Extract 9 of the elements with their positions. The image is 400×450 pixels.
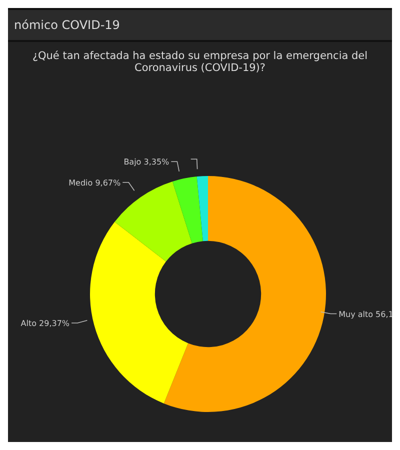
chart-subtitle: ¿Qué tan afectada ha estado su empresa por la emergencia del Coronavirus (COVID-19)?: [31, 50, 369, 74]
chart-title: nómico COVID-19: [8, 8, 392, 42]
donut-slice: [90, 222, 188, 404]
donut-slice: [196, 176, 208, 242]
slice-label: Bajo 3,35%: [124, 158, 170, 167]
donut-slice: [172, 176, 203, 244]
slice-label: Alto 29,37%: [20, 319, 70, 328]
donut-slice: [164, 176, 326, 412]
slice-label: Medio 9,67%: [68, 178, 122, 188]
